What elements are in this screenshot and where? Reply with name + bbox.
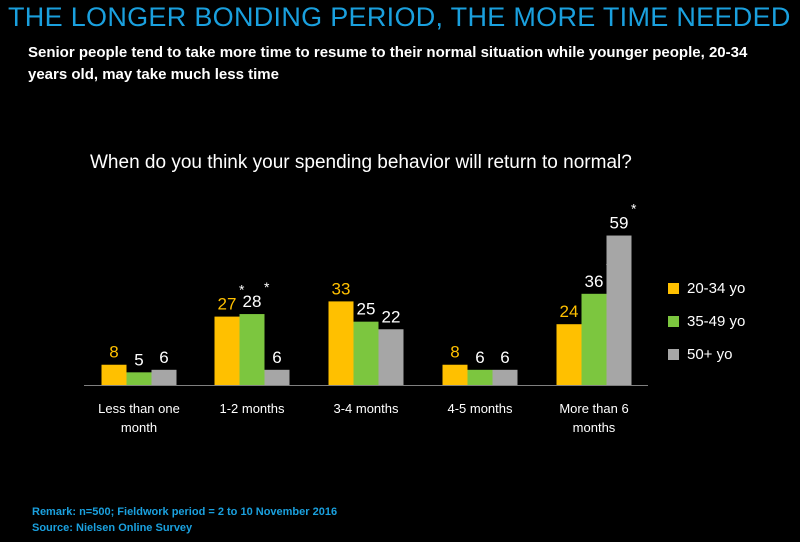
data-label: 5 [134, 350, 143, 369]
data-label: 6 [500, 348, 509, 367]
bar [126, 372, 152, 385]
bar [492, 369, 518, 385]
category-label: 4-5 months [447, 401, 513, 416]
bar [353, 321, 379, 385]
legend-label-35-49: 35-49 yo [687, 312, 746, 330]
legend-swatch-20-34 [668, 282, 679, 294]
data-label: 6 [272, 348, 281, 367]
data-label: 8 [109, 343, 118, 362]
bar [214, 316, 240, 385]
data-label: 6 [159, 348, 168, 367]
significance-marker: * [264, 279, 270, 295]
data-label: 6 [475, 348, 484, 367]
data-label: 8 [450, 343, 459, 362]
bar [151, 369, 177, 385]
chart-title: When do you think your spending behavior… [90, 152, 632, 173]
category-label: 3-4 months [333, 401, 399, 416]
significance-marker: * [239, 282, 245, 298]
data-label: 59 [610, 214, 629, 233]
footer-remark: Remark: n=500; Fieldwork period = 2 to 1… [32, 506, 338, 518]
data-label: 33 [332, 279, 351, 298]
legend-item-35-49: 35-49 yo [668, 311, 745, 331]
footer-notes: Remark: n=500; Fieldwork period = 2 to 1… [32, 504, 337, 536]
data-label: 27 [218, 295, 237, 314]
data-label: 36 [585, 272, 604, 291]
data-label: 24 [560, 302, 579, 321]
legend-label-20-34: 20-34 yo [687, 279, 746, 297]
significance-marker: * [631, 201, 637, 217]
legend-item-50-plus: 50+ yo [668, 344, 745, 364]
data-label: 28 [243, 292, 262, 311]
legend-swatch-35-49 [668, 315, 679, 327]
chart-legend: 20-34 yo 35-49 yo 50+ yo [668, 278, 745, 377]
data-label: 25 [357, 300, 376, 319]
category-label: Less than one month [98, 401, 180, 435]
category-label: More than 6 months [559, 401, 628, 435]
data-label: 22 [382, 307, 401, 326]
bar [101, 364, 127, 385]
bar [239, 314, 265, 385]
bar [556, 324, 582, 385]
bar [264, 369, 290, 385]
page-title: THE LONGER BONDING PERIOD, THE MORE TIME… [8, 2, 791, 32]
bar [328, 301, 354, 385]
bar [581, 293, 607, 385]
legend-swatch-50-plus [668, 348, 679, 360]
bar [378, 329, 404, 385]
bar [467, 369, 493, 385]
legend-item-20-34: 20-34 yo [668, 278, 745, 298]
bar [442, 364, 468, 385]
legend-label-50-plus: 50+ yo [687, 345, 733, 363]
footer-source: Source: Nielsen Online Survey [32, 522, 193, 534]
bar [606, 235, 632, 385]
page-subtitle: Senior people tend to take more time to … [28, 44, 748, 83]
category-label: 1-2 months [219, 401, 285, 416]
